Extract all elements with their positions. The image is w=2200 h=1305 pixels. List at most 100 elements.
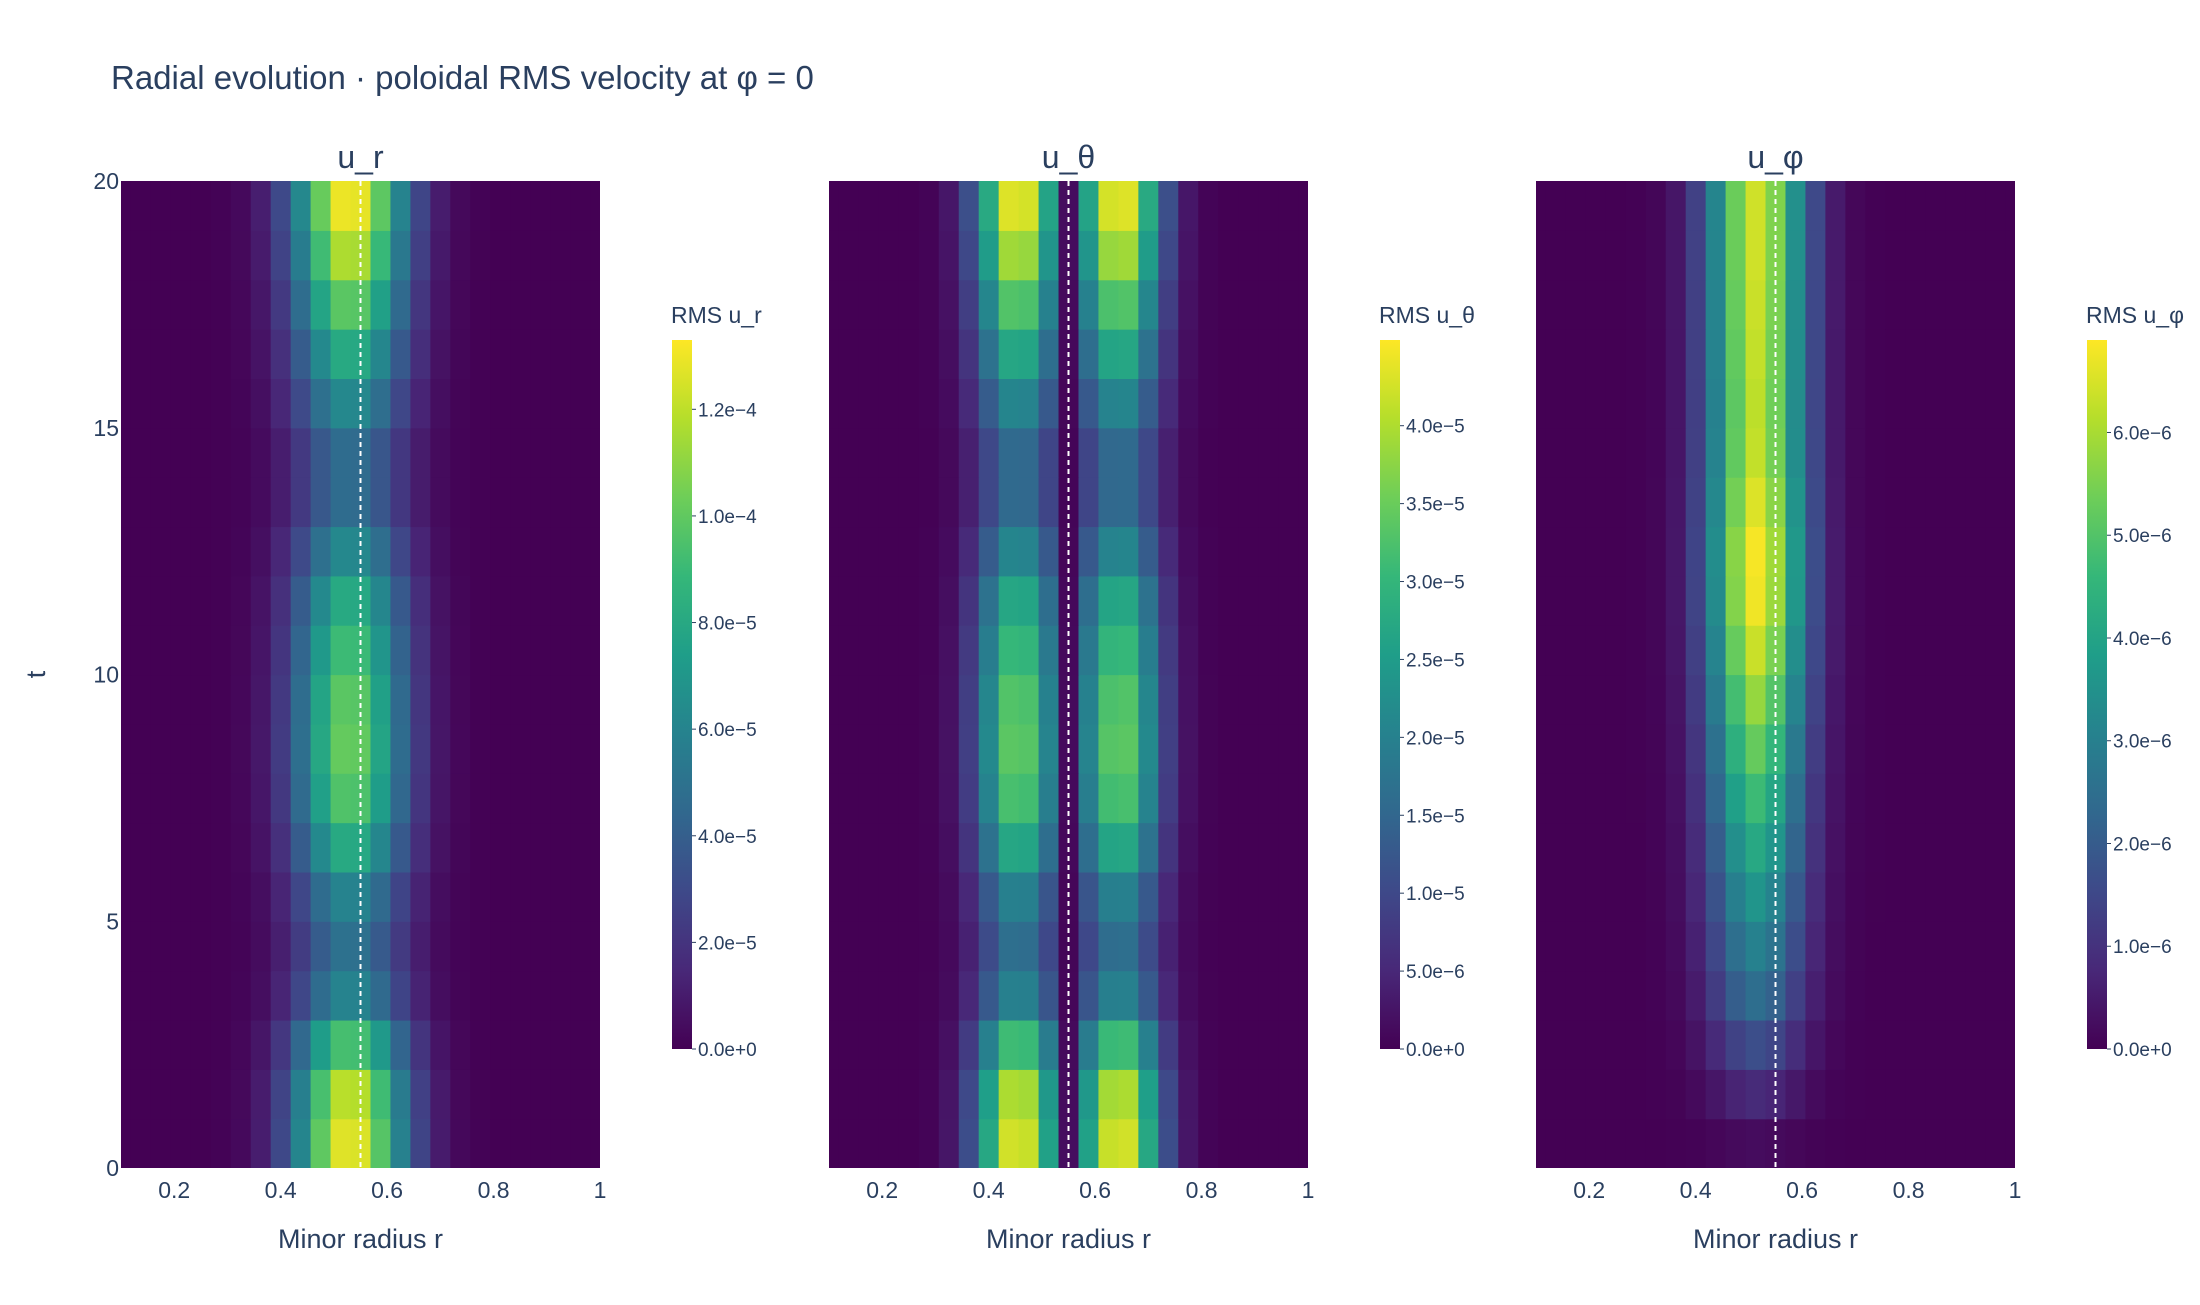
- heatmap-cell: [310, 921, 332, 972]
- heatmap-cell: [858, 477, 880, 528]
- heatmap-cell: [210, 1118, 232, 1168]
- heatmap-cell: [370, 970, 392, 1021]
- heatmap-cell: [1118, 427, 1139, 478]
- heatmap-cell: [1198, 871, 1219, 922]
- heatmap-cell: [1965, 1118, 1986, 1168]
- heatmap-cell: [1138, 477, 1159, 528]
- heatmap-cell: [310, 329, 332, 379]
- heatmap-cell: [858, 575, 880, 626]
- heatmap-cell: [998, 230, 1020, 281]
- heatmap-cell: [1925, 378, 1946, 429]
- heatmap-cell: [978, 575, 1000, 626]
- heatmap-cell: [170, 625, 192, 676]
- heatmap-cell: [918, 1019, 940, 1070]
- heatmap-cell: [1605, 625, 1627, 676]
- heatmap-cell: [1665, 921, 1687, 972]
- heatmap-cell: [938, 871, 960, 922]
- heatmap-cell: [1945, 378, 1966, 429]
- colorbar-title: RMS u_θ: [1379, 302, 1475, 328]
- heatmap-cell: [1985, 526, 2006, 577]
- heatmap-cell: [270, 1019, 292, 1070]
- heatmap-cell: [1218, 674, 1239, 725]
- heatmap-cell: [1298, 378, 1308, 429]
- heatmap-cell: [1945, 329, 1966, 379]
- heatmap-cell: [1925, 526, 1946, 577]
- heatmap-cell: [1925, 181, 1946, 231]
- heatmap-cell: [530, 230, 551, 281]
- heatmap-cell: [310, 970, 332, 1021]
- heatmap-cell: [570, 329, 591, 379]
- heatmap-cell: [150, 575, 172, 626]
- heatmap-cell: [510, 477, 531, 528]
- heatmap-cell: [1825, 477, 1846, 528]
- heatmap-cell: [1038, 921, 1060, 972]
- heatmap-cell: [1705, 181, 1727, 231]
- heatmap-cell: [1665, 871, 1687, 922]
- heatmap-cell: [829, 477, 840, 528]
- heatmap-cell: [1585, 625, 1607, 676]
- heatmap-cell: [1705, 871, 1727, 922]
- heatmap-cell: [918, 773, 940, 824]
- heatmap-cell: [1905, 427, 1926, 478]
- y-tick-label: 10: [93, 662, 119, 688]
- heatmap-cell: [838, 1069, 860, 1120]
- heatmap-cell: [1825, 625, 1846, 676]
- heatmap-cell: [1138, 427, 1159, 478]
- heatmap-cell: [490, 575, 511, 626]
- colorbar-tick-label: 4.0e−5: [698, 827, 757, 848]
- heatmap-cell: [1078, 625, 1100, 676]
- heatmap-cell: [1845, 1118, 1866, 1168]
- heatmap-cell: [250, 871, 272, 922]
- heatmap-cell: [1038, 526, 1060, 577]
- heatmap-cell: [878, 329, 900, 379]
- heatmap-cell: [1825, 773, 1846, 824]
- heatmap-cell: [1278, 822, 1299, 873]
- heatmap-cell: [1785, 279, 1807, 330]
- heatmap-cell: [838, 723, 860, 774]
- heatmap-cell: [450, 477, 471, 528]
- heatmap-cell: [130, 230, 152, 281]
- heatmap-cell: [250, 181, 272, 231]
- heatmap-cell: [918, 230, 940, 281]
- heatmap-cell: [1605, 378, 1627, 429]
- heatmap-cell: [978, 1069, 1000, 1120]
- heatmap-cell: [130, 1118, 152, 1168]
- heatmap-cell: [1685, 427, 1707, 478]
- heatmap-cell: [1038, 181, 1060, 231]
- heatmap-cell: [1785, 1118, 1807, 1168]
- heatmap-cell: [898, 1118, 920, 1168]
- heatmap-cell: [1078, 674, 1100, 725]
- heatmap-cell: [450, 674, 471, 725]
- heatmap-cell: [938, 674, 960, 725]
- heatmap-cell: [878, 723, 900, 774]
- heatmap-cell: [1725, 1118, 1747, 1168]
- heatmap-cell: [1845, 822, 1866, 873]
- heatmap-cell: [1945, 279, 1966, 330]
- heatmap-cell: [350, 181, 372, 231]
- heatmap-cell: [450, 230, 471, 281]
- heatmap-cell: [350, 773, 372, 824]
- heatmap-cell: [829, 674, 840, 725]
- heatmap-cell: [121, 230, 132, 281]
- heatmap-cell: [1825, 427, 1846, 478]
- heatmap-cell: [1785, 378, 1807, 429]
- heatmap-cell: [210, 329, 232, 379]
- heatmap-cell: [1238, 477, 1259, 528]
- heatmap-cell: [230, 723, 252, 774]
- heatmap-cell: [1645, 526, 1667, 577]
- heatmap-cell: [370, 526, 392, 577]
- heatmap-cell: [130, 674, 152, 725]
- heatmap-cell: [878, 970, 900, 1021]
- heatmap-cell: [230, 329, 252, 379]
- heatmap-cell: [978, 427, 1000, 478]
- heatmap-cell: [898, 378, 920, 429]
- heatmap-cell: [470, 970, 491, 1021]
- heatmap-cell: [898, 970, 920, 1021]
- heatmap-cell: [918, 674, 940, 725]
- heatmap-cell: [550, 230, 571, 281]
- heatmap-cell: [958, 427, 980, 478]
- heatmap-cell: [1665, 427, 1687, 478]
- heatmap-cell: [1118, 871, 1139, 922]
- heatmap-cell: [1965, 427, 1986, 478]
- heatmap-cell: [829, 625, 840, 676]
